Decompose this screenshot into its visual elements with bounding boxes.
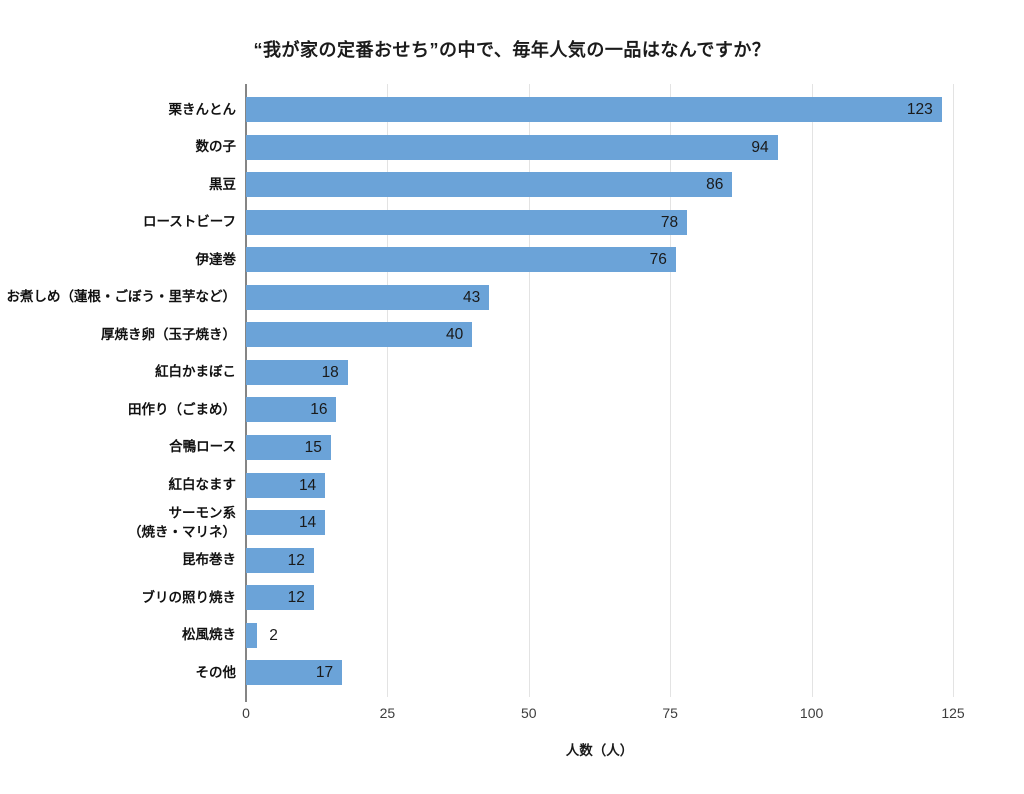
bar-row: 43 xyxy=(246,284,953,310)
bar-value-label: 78 xyxy=(660,213,679,231)
category-label: 昆布巻き xyxy=(182,552,236,568)
category-label: 数の子 xyxy=(195,139,237,155)
bar xyxy=(246,622,258,648)
chart-title: “我が家の定番おせち”の中で、毎年人気の一品はなんですか？ xyxy=(253,40,771,60)
category-label: 黒豆 xyxy=(209,176,236,192)
category-label: 栗きんとん xyxy=(168,101,237,117)
x-tick-label: 50 xyxy=(521,705,537,721)
category-label: 伊達巻 xyxy=(195,251,237,267)
bar xyxy=(246,660,343,686)
bar-row: 86 xyxy=(246,172,953,198)
bar xyxy=(246,547,314,573)
bar-row: 76 xyxy=(246,247,953,273)
x-tick-label: 25 xyxy=(379,705,396,721)
bar-row: 2 xyxy=(246,622,953,648)
category-label: 合鴨ロース xyxy=(169,439,236,455)
gridline xyxy=(670,84,672,697)
gridline xyxy=(528,84,530,697)
category-label: サーモン系 （焼き・マリネ） xyxy=(128,504,236,540)
bar-value-label: 43 xyxy=(462,288,481,306)
bar-row: 12 xyxy=(246,547,953,573)
bar-row: 18 xyxy=(246,359,953,385)
category-label: 紅白かまぼこ xyxy=(155,364,236,380)
bar-row: 15 xyxy=(246,434,953,460)
bar xyxy=(246,322,473,348)
gridline xyxy=(953,84,954,697)
bar-row: 123 xyxy=(246,97,953,122)
category-label: ローストビーフ xyxy=(142,214,236,230)
gridline xyxy=(387,84,389,697)
bar-row: 16 xyxy=(246,397,953,423)
x-tick-label: 75 xyxy=(662,705,678,721)
bar-value-label: 76 xyxy=(649,251,667,269)
bar xyxy=(246,134,778,160)
bar xyxy=(246,397,337,423)
bar xyxy=(246,434,331,460)
category-label: 厚焼き卵（玉子焼き） xyxy=(101,327,236,343)
bar xyxy=(246,472,326,498)
bar-value-label: 12 xyxy=(287,551,305,569)
category-label: お煮しめ（蓮根・ごぼう・里芋など） xyxy=(6,289,237,305)
bar xyxy=(246,209,688,235)
bar-value-label: 40 xyxy=(446,326,464,344)
category-label: ブリの照り焼き xyxy=(141,589,237,605)
x-tick-label: 0 xyxy=(242,705,250,721)
bar xyxy=(246,284,490,310)
category-label: 田作り（ごまめ） xyxy=(128,402,236,418)
bar-value-label: 15 xyxy=(304,438,322,456)
bar-value-label: 14 xyxy=(298,476,317,494)
x-axis-label: 人数（人） xyxy=(565,743,634,758)
y-axis-line xyxy=(245,84,247,702)
bar-value-label: 123 xyxy=(906,101,933,118)
gridline xyxy=(811,84,813,697)
bar-row: 12 xyxy=(246,585,953,611)
x-tick-label: 125 xyxy=(941,705,965,721)
bar-value-label: 2 xyxy=(269,626,278,644)
bar xyxy=(246,359,348,385)
bar-value-label: 17 xyxy=(315,664,334,682)
plot-area: 123 94 86 78 76 43 40 18 16 15 14 14 12 12 2 17 0 25 50 75… xyxy=(242,84,965,721)
bar-row: 94 xyxy=(246,134,953,160)
bar xyxy=(246,585,314,611)
bar-value-label: 14 xyxy=(298,514,317,532)
bar xyxy=(246,172,733,198)
bar-value-label: 12 xyxy=(287,589,305,607)
bar-value-label: 16 xyxy=(310,401,328,419)
bar-value-label: 18 xyxy=(321,363,339,381)
bar xyxy=(246,247,676,273)
bar-row: 14 xyxy=(246,472,953,498)
bar-value-label: 86 xyxy=(706,176,724,194)
bar-row: 14 xyxy=(246,510,953,536)
x-tick-label: 100 xyxy=(799,705,824,721)
bar-row: 40 xyxy=(246,322,953,348)
bar xyxy=(246,510,326,536)
category-label: 松風焼き xyxy=(182,627,236,643)
bar xyxy=(246,97,942,122)
bar-value-label: 94 xyxy=(751,138,769,156)
bar-row: 78 xyxy=(246,209,953,235)
bar-row: 17 xyxy=(246,660,953,686)
category-label: その他 xyxy=(195,664,237,680)
category-label: 紅白なます xyxy=(168,477,237,493)
